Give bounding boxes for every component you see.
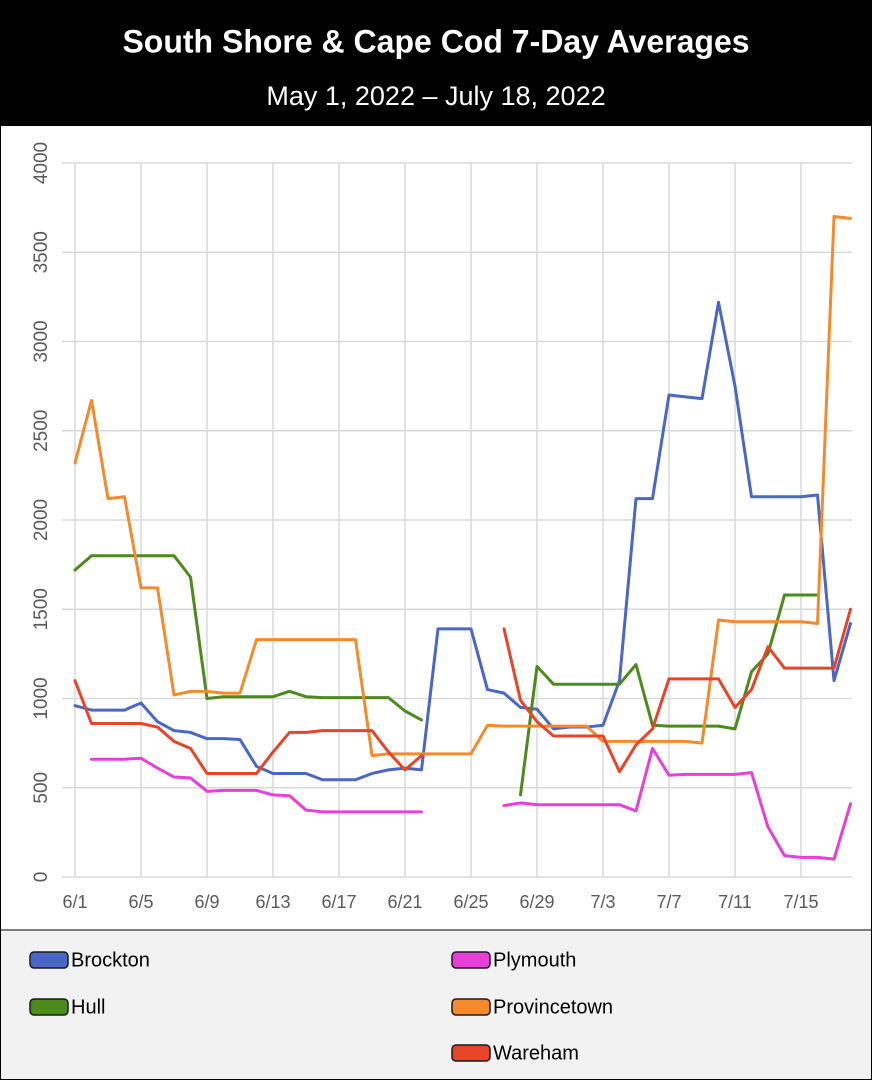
y-tick-label: 4000 — [31, 142, 52, 184]
x-tick-label: 6/5 — [128, 892, 153, 912]
legend-label: Hull — [71, 996, 105, 1018]
x-tick-label: 6/29 — [519, 892, 554, 912]
x-tick-label: 6/25 — [453, 892, 488, 912]
x-tick-label: 6/17 — [321, 892, 356, 912]
y-tick-label: 3500 — [31, 231, 52, 273]
x-tick-label: 7/15 — [783, 892, 818, 912]
series-line — [73, 607, 852, 775]
series-line — [90, 746, 852, 861]
y-tick-label: 500 — [31, 772, 52, 804]
chart-title: South Shore & Cape Cod 7-Day Averages — [122, 23, 749, 59]
legend-label: Provincetown — [493, 996, 613, 1018]
y-tick-label: 2500 — [31, 410, 52, 452]
y-tick-label: 1000 — [31, 677, 52, 719]
x-tick-label: 6/13 — [255, 892, 290, 912]
x-tick-label: 6/1 — [62, 892, 87, 912]
legend-label: Wareham — [493, 1042, 579, 1064]
legend-swatch — [29, 951, 69, 969]
legend-box — [0, 929, 872, 1080]
y-tick-label: 2000 — [31, 499, 52, 541]
x-tick-label: 7/7 — [656, 892, 681, 912]
chart-subtitle: May 1, 2022 – July 18, 2022 — [266, 81, 605, 111]
title-band — [0, 0, 872, 126]
legend-swatch — [29, 998, 69, 1016]
y-tick-label: 1500 — [31, 588, 52, 630]
series-line — [73, 300, 852, 782]
legend-swatch — [451, 951, 491, 969]
x-tick-label: 6/21 — [387, 892, 422, 912]
x-tick-label: 7/3 — [590, 892, 615, 912]
legend-swatch — [451, 998, 491, 1016]
x-tick-label: 7/11 — [718, 892, 752, 912]
x-tick-label: 6/9 — [194, 892, 219, 912]
series-line — [73, 215, 852, 758]
legend-label: Plymouth — [493, 949, 576, 971]
y-tick-label: 3000 — [31, 320, 52, 362]
legend-swatch — [451, 1044, 491, 1062]
y-tick-label: 0 — [31, 872, 52, 883]
legend-label: Brockton — [71, 949, 150, 971]
